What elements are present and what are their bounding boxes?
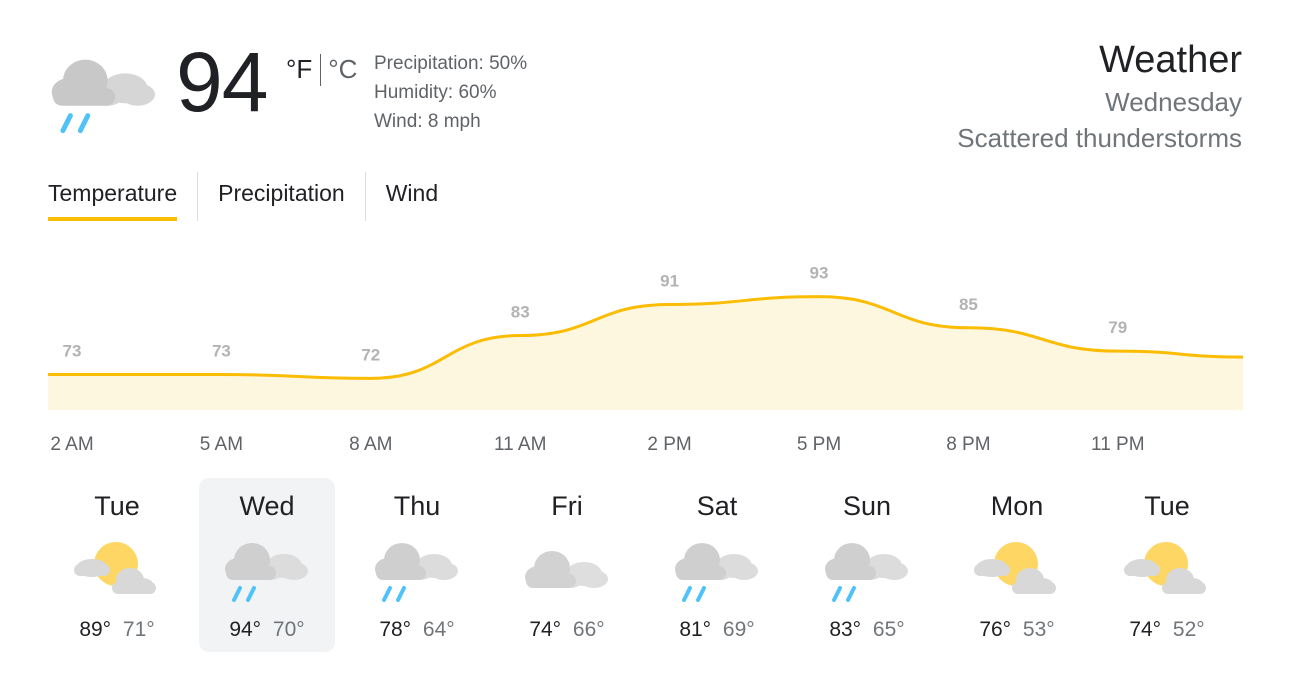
forecast-low: 64°: [422, 618, 455, 641]
time-tick-label: 5 PM: [796, 434, 842, 455]
wind-text: Wind: 8 mph: [374, 111, 481, 132]
tab-wind-label: Wind: [385, 180, 439, 206]
forecast-temps: 78° 64°: [349, 618, 485, 642]
forecast-low: 70°: [272, 618, 305, 641]
temperature-data-label: 73: [212, 341, 231, 360]
rain-cloud-icon: [375, 543, 458, 602]
forecast-temps: 76° 53°: [949, 618, 1085, 642]
forecast-day-sun[interactable]: Sun 83° 65°: [799, 478, 935, 652]
forecast-day-fri[interactable]: Fri 74° 66°: [499, 478, 635, 652]
time-tick-label: 8 AM: [349, 434, 393, 455]
forecast-day-wed[interactable]: Wed 94° 70°: [199, 478, 335, 652]
forecast-temps: 94° 70°: [199, 618, 335, 642]
active-tab-indicator: [48, 217, 178, 221]
forecast-day-name: Thu: [393, 491, 441, 521]
time-tick-label: 2 PM: [647, 434, 692, 455]
temperature-data-label: 73: [63, 341, 82, 360]
forecast-low: 69°: [722, 618, 755, 641]
forecast-high: 74°: [1129, 618, 1162, 641]
forecast-day-mon[interactable]: Mon 76° 53°: [949, 478, 1085, 652]
rain-cloud-icon: [225, 543, 308, 602]
time-tick-label: 2 AM: [50, 434, 94, 455]
forecast-high: 76°: [979, 618, 1012, 641]
temperature-data-label: 85: [959, 295, 978, 314]
partly-sunny-icon: [74, 542, 156, 594]
cloudy-icon: [525, 551, 608, 588]
forecast-high: 78°: [379, 618, 412, 641]
forecast-day-name: Fri: [551, 491, 583, 521]
precipitation-text: Precipitation: 50%: [374, 53, 528, 74]
temperature-data-label: 72: [361, 345, 380, 364]
current-temperature: 94: [176, 35, 268, 129]
forecast-high: 83°: [829, 618, 862, 641]
time-axis: 2 AM 5 AM 8 AM 11 AM 2 PM 5 PM 8 PM 11 PM: [48, 434, 1243, 458]
forecast-day-thu[interactable]: Thu 78° 64°: [349, 478, 485, 652]
time-tick-label: 5 AM: [199, 434, 244, 455]
time-tick-label: 8 PM: [946, 434, 991, 455]
forecast-high: 74°: [529, 618, 562, 641]
current-details: Precipitation: 50% Humidity: 60% Wind: 8…: [374, 49, 527, 136]
forecast-temps: 83° 65°: [799, 618, 935, 642]
forecast-low: 71°: [122, 618, 155, 641]
tab-precipitation-label: Precipitation: [218, 180, 345, 206]
tab-temperature-label: Temperature: [48, 180, 178, 206]
forecast-high: 89°: [79, 618, 112, 641]
weather-title: Weather: [1099, 39, 1242, 81]
unit-f-button[interactable]: °F: [286, 54, 313, 84]
rain-cloud-icon: [51, 59, 156, 134]
forecast-high: 81°: [679, 618, 712, 641]
unit-switcher: °F °C: [286, 54, 357, 86]
forecast-day-name: Tue: [94, 491, 140, 521]
forecast-low: 52°: [1172, 618, 1205, 641]
tab-wind[interactable]: Wind: [364, 172, 439, 221]
temperature-area: [48, 296, 1243, 410]
forecast-day-tue[interactable]: Tue 74° 52°: [1099, 478, 1235, 652]
temperature-line: [48, 295, 1244, 380]
forecast-day-sat[interactable]: Sat 81° 69°: [649, 478, 785, 652]
chart-tabs: Temperature Precipitation Wind: [48, 172, 438, 221]
weather-header: Weather Wednesday Scattered thunderstorm…: [957, 38, 1242, 156]
forecast-day-name: Sun: [842, 491, 892, 521]
partly-sunny-icon: [1124, 542, 1206, 594]
partly-sunny-icon: [974, 542, 1056, 594]
rain-cloud-icon: [825, 543, 908, 602]
forecast-temps: 89° 71°: [49, 618, 185, 642]
time-tick-label: 11 AM: [493, 434, 547, 455]
tab-temperature[interactable]: Temperature: [48, 172, 197, 221]
forecast-day-name: Tue: [1144, 491, 1190, 521]
temperature-data-label: 79: [1108, 318, 1127, 337]
current-day: Wednesday: [1105, 87, 1242, 117]
unit-c-button[interactable]: °C: [328, 54, 358, 84]
forecast-day-name: Mon: [990, 491, 1044, 521]
temperature-chart: 73 73 72 83 91 93 85 79: [48, 264, 1244, 410]
humidity-text: Humidity: 60%: [374, 82, 497, 103]
unit-divider: [320, 54, 322, 86]
forecast-low: 53°: [1022, 618, 1055, 641]
tab-precipitation[interactable]: Precipitation: [197, 172, 365, 221]
forecast-temps: 81° 69°: [649, 618, 785, 642]
forecast-temps: 74° 52°: [1099, 618, 1235, 642]
temperature-data-label: 83: [511, 303, 530, 322]
temperature-data-label: 91: [660, 271, 679, 290]
temperature-data-label: 93: [810, 264, 829, 283]
forecast-day-tue[interactable]: Tue 89° 71°: [49, 478, 185, 652]
forecast-low: 65°: [872, 618, 905, 641]
forecast-temps: 74° 66°: [499, 618, 635, 642]
forecast-day-name: Sat: [696, 491, 738, 521]
forecast-low: 66°: [572, 618, 605, 641]
time-tick-label: 11 PM: [1091, 434, 1145, 455]
current-condition: Scattered thunderstorms: [957, 123, 1242, 153]
rain-cloud-icon: [675, 543, 758, 602]
forecast-high: 94°: [229, 618, 262, 641]
forecast-day-name: Wed: [239, 491, 295, 521]
